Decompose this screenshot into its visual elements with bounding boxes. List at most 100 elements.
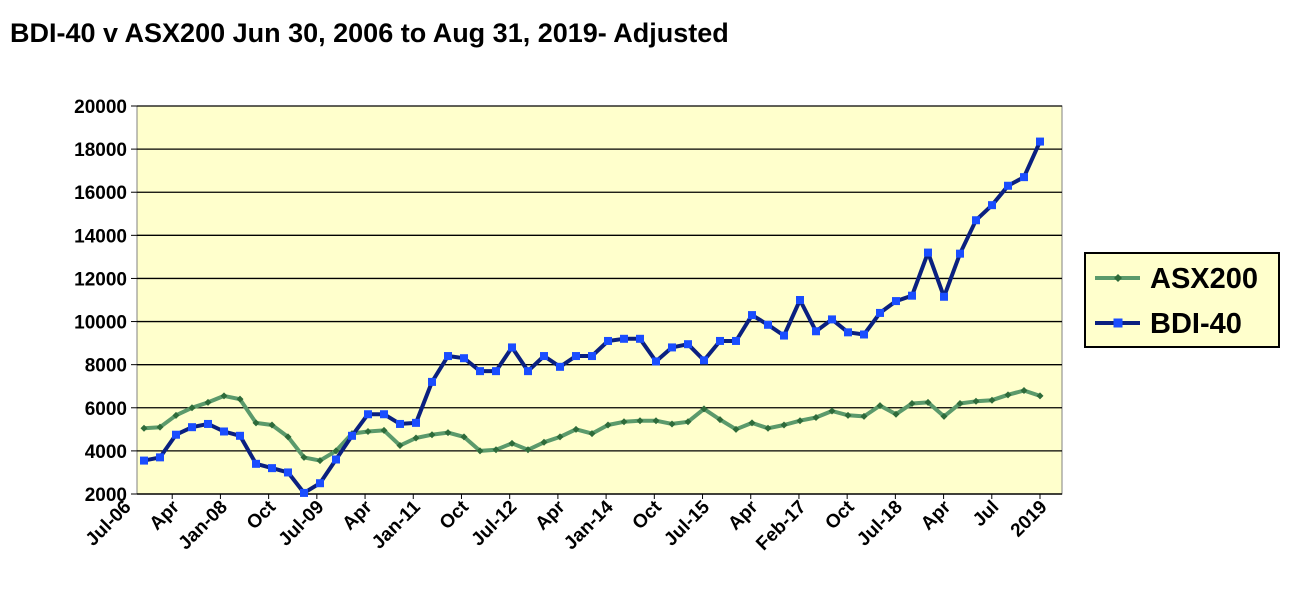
bdi-40-point bbox=[380, 410, 388, 419]
legend-bdi-40-label: BDI-40 bbox=[1150, 308, 1242, 340]
x-tick-label: Oct bbox=[243, 496, 281, 534]
x-tick-label: Apr bbox=[339, 496, 377, 534]
gridlines bbox=[137, 105, 1062, 495]
asx200-point bbox=[636, 417, 644, 425]
bdi-40-point bbox=[588, 352, 596, 361]
asx200-point bbox=[444, 429, 452, 437]
x-tick-label: Jul-15 bbox=[660, 496, 714, 550]
bdi-40-point bbox=[732, 336, 740, 345]
asx200-point bbox=[860, 412, 868, 420]
y-tick-label: 2000 bbox=[85, 485, 127, 506]
asx200-point bbox=[188, 404, 196, 412]
bdi-40-point bbox=[508, 343, 516, 352]
asx200-point bbox=[620, 418, 628, 426]
asx200-point bbox=[1004, 391, 1012, 399]
bdi-40-point bbox=[604, 336, 612, 345]
bdi-40-point bbox=[764, 320, 772, 329]
asx200-point bbox=[572, 425, 580, 433]
legend-asx200-marker bbox=[1114, 274, 1122, 282]
bdi-40-point bbox=[236, 431, 244, 440]
legend: ASX200 BDI-40 bbox=[1084, 252, 1280, 348]
asx200-point bbox=[172, 411, 180, 419]
bdi-40-point bbox=[364, 410, 372, 419]
asx200-point bbox=[204, 398, 212, 406]
bdi-40-point bbox=[188, 423, 196, 432]
x-tick-label: Jul-12 bbox=[468, 497, 522, 551]
bdi-40-point bbox=[412, 418, 420, 427]
asx200-point bbox=[492, 446, 500, 454]
asx200-point bbox=[684, 418, 692, 426]
legend-asx200-label: ASX200 bbox=[1150, 263, 1258, 295]
bdi-40-point bbox=[988, 201, 996, 210]
asx200-point bbox=[908, 399, 916, 407]
bdi-40-point bbox=[636, 334, 644, 343]
asx200-point bbox=[828, 407, 836, 415]
asx200-point bbox=[540, 438, 548, 446]
bdi-40-point bbox=[652, 357, 660, 366]
bdi-40-point bbox=[428, 377, 436, 386]
asx200-point bbox=[844, 411, 852, 419]
asx200-point bbox=[732, 425, 740, 433]
asx200-point bbox=[460, 433, 468, 441]
x-tick-label: Apr bbox=[531, 496, 569, 534]
asx200-point bbox=[300, 453, 308, 461]
bdi-40-point bbox=[156, 453, 164, 462]
asx200-point bbox=[892, 410, 900, 418]
x-tick-label: Apr bbox=[917, 496, 955, 534]
y-tick-label: 20000 bbox=[74, 97, 127, 118]
y-tick-label: 6000 bbox=[85, 399, 127, 420]
x-tick-label: 2019 bbox=[1007, 497, 1052, 542]
y-tick-label: 16000 bbox=[74, 183, 127, 204]
asx200-point bbox=[428, 431, 436, 439]
asx200-point bbox=[668, 420, 676, 428]
bdi-40-point bbox=[1020, 173, 1028, 182]
asx200-point bbox=[652, 417, 660, 425]
x-tick-label: Oct bbox=[436, 496, 474, 534]
asx200-point bbox=[604, 421, 612, 429]
bdi-40-point bbox=[924, 248, 932, 257]
bdi-40-point bbox=[860, 330, 868, 339]
bdi-40-point bbox=[220, 427, 228, 436]
x-tick-label: Jan-11 bbox=[368, 496, 425, 553]
legend-bdi-40-marker bbox=[1113, 318, 1123, 328]
bdi-40-point bbox=[780, 331, 788, 340]
asx200-point bbox=[524, 446, 532, 454]
asx200-point bbox=[396, 442, 404, 449]
asx200-point bbox=[764, 424, 772, 432]
bdi-40-point bbox=[492, 367, 500, 376]
asx200-point bbox=[876, 402, 884, 410]
bdi-40-point bbox=[1004, 181, 1012, 190]
y-tick-label: 4000 bbox=[85, 442, 127, 463]
bdi-40-point bbox=[620, 334, 628, 343]
bdi-40-point bbox=[268, 464, 276, 473]
asx200-point bbox=[508, 439, 516, 447]
asx200-point bbox=[972, 397, 980, 405]
bdi-40-point bbox=[140, 456, 148, 465]
bdi-40-point bbox=[476, 367, 484, 376]
bdi-40-point bbox=[444, 352, 452, 361]
asx200-point bbox=[748, 419, 756, 427]
bdi-40-point bbox=[172, 430, 180, 439]
bdi-40-point bbox=[348, 431, 356, 440]
asx200-point bbox=[812, 413, 820, 421]
bdi-40-point bbox=[748, 311, 756, 320]
x-tick-label: Oct bbox=[821, 496, 859, 534]
asx200-point bbox=[956, 399, 964, 407]
bdi-40-point bbox=[684, 340, 692, 349]
bdi-40-point bbox=[396, 419, 404, 428]
bdi-40-point bbox=[828, 315, 836, 324]
bdi-40-point bbox=[812, 327, 820, 336]
bdi-40-point bbox=[956, 249, 964, 258]
asx200-point bbox=[332, 447, 340, 455]
bdi-40-point bbox=[796, 296, 804, 304]
x-tick-label: Jan-14 bbox=[560, 496, 618, 554]
asx200-point bbox=[268, 421, 276, 429]
x-tick-label: Feb-17 bbox=[752, 497, 810, 555]
asx200-point bbox=[700, 405, 708, 413]
bdi-40-point bbox=[332, 455, 340, 464]
x-tick-label: Oct bbox=[629, 496, 667, 534]
legend-box bbox=[1084, 252, 1280, 348]
asx200-point bbox=[796, 417, 804, 425]
